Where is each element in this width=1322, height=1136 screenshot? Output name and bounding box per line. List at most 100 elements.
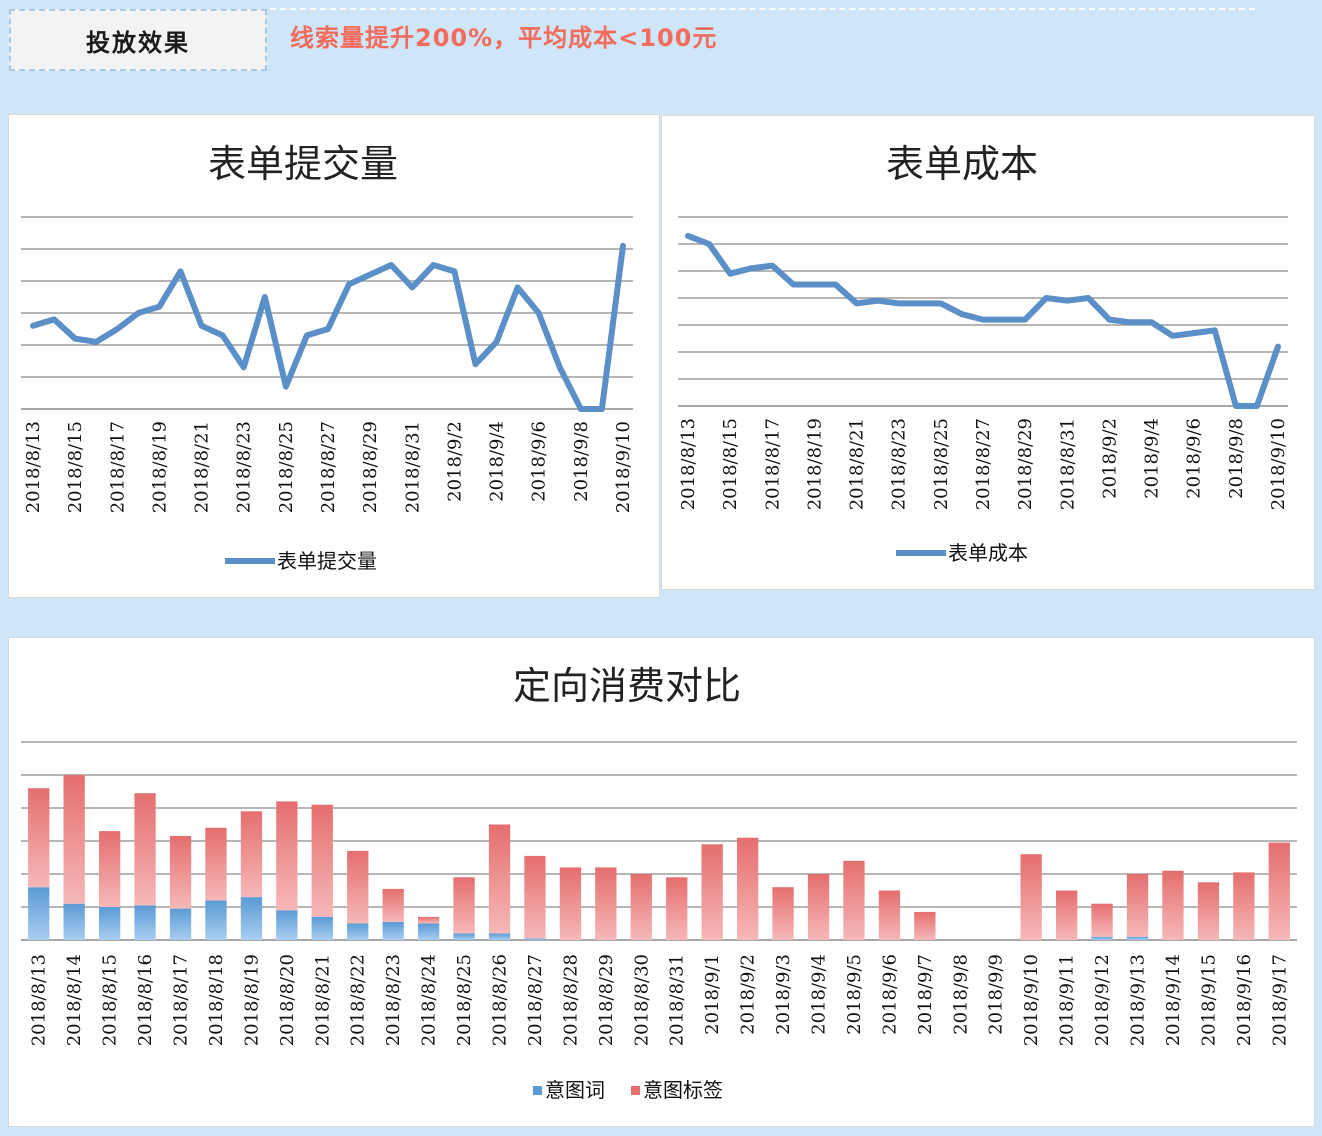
- submissions-data-point: [52, 317, 57, 322]
- cost-data-point: [1149, 320, 1154, 325]
- form-submissions-chart: 表单提交量 2018/8/13 2018/8/15 2018/8/17 2018/8/1…: [8, 114, 660, 598]
- spend-bar-intent-tag: [1056, 890, 1078, 940]
- spend-bar-intent-word: [488, 933, 511, 940]
- cost-x-tick-label: 2018/8/21: [847, 418, 868, 510]
- spend-bar-intent-word: [524, 938, 546, 940]
- spend-x-tick-label: 2018/8/20: [277, 954, 298, 1046]
- spend-x-tick-label: 2018/9/6: [879, 954, 900, 1035]
- submissions-data-point: [389, 263, 394, 267]
- spend-legend-swatch: [533, 1086, 542, 1095]
- cost-data-point: [1212, 328, 1217, 333]
- spend-bar-intent-tag: [559, 867, 582, 940]
- spend-x-tick-label: 2018/8/14: [64, 954, 85, 1046]
- submissions-x-tick-label: 2018/8/31: [402, 421, 423, 513]
- spend-bar-intent-tag: [488, 824, 511, 934]
- spend-bar-intent-tag: [843, 860, 865, 940]
- spend-bar-intent-tag: [914, 911, 936, 940]
- spend-bar-intent-tag: [1091, 903, 1113, 937]
- spend-bar-intent-tag: [276, 801, 298, 911]
- cost-data-point: [686, 233, 690, 238]
- submissions-x-tick-label: 2018/9/4: [487, 421, 508, 502]
- spend-x-tick-label: 2018/8/18: [206, 954, 227, 1046]
- submissions-x-tick-label: 2018/8/29: [360, 421, 381, 513]
- spend-x-tick-label: 2018/9/2: [738, 954, 759, 1035]
- spend-x-tick-label: 2018/8/25: [454, 954, 475, 1046]
- spend-bar-intent-tag: [205, 827, 227, 901]
- submissions-data-point: [94, 339, 99, 344]
- cost-data-point: [1002, 317, 1007, 322]
- cost-data-point: [1044, 296, 1049, 300]
- submissions-legend-label: 表单提交量: [277, 549, 377, 573]
- cost-data-point: [1065, 298, 1070, 303]
- spend-bar-intent-tag: [807, 874, 830, 940]
- cost-data-point: [770, 263, 775, 268]
- spend-bar-intent-tag: [737, 837, 759, 940]
- submissions-x-tick-label: 2018/8/17: [107, 421, 128, 513]
- submissions-x-tick-label: 2018/8/25: [276, 421, 297, 513]
- form-cost-chart: 表单成本 2018/8/13 2018/8/15 2018/8/17 2018/8/19…: [661, 115, 1315, 590]
- spend-bar-intent-tag: [99, 831, 121, 907]
- cost-data-point: [812, 282, 817, 287]
- spend-bar-intent-tag: [169, 836, 192, 909]
- spend-bar-intent-tag: [772, 887, 794, 940]
- cost-x-tick-label: 2018/9/4: [1142, 418, 1163, 499]
- submissions-x-tick-label: 2018/8/23: [234, 421, 255, 513]
- cost-x-tick-label: 2018/8/31: [1057, 418, 1078, 510]
- targeting-spend-chart: 定向消费对比 2018/8/13 2018/8/14 2018/8/15 2018/8/…: [8, 637, 1315, 1127]
- form-submissions-chart-svg: 表单提交量 2018/8/13 2018/8/15 2018/8/17 2018/8/1…: [21, 142, 634, 573]
- spend-x-tick-label: 2018/8/23: [383, 954, 404, 1046]
- spend-bar-intent-tag: [595, 867, 617, 940]
- spend-legend-label: 意图词: [545, 1078, 605, 1102]
- spend-bar-intent-tag: [524, 855, 546, 939]
- submissions-data-point: [73, 336, 78, 341]
- spend-x-tick-label: 2018/8/22: [348, 954, 369, 1046]
- spend-x-tick-label: 2018/9/14: [1163, 954, 1184, 1046]
- section-tag: 投放效果: [9, 9, 267, 71]
- cost-data-point: [1107, 317, 1112, 322]
- cost-x-tick-label: 2018/9/10: [1268, 418, 1289, 510]
- submissions-data-point: [347, 282, 352, 287]
- submissions-data-point: [31, 323, 35, 328]
- cost-data-point: [1191, 331, 1196, 336]
- spend-bar-intent-word: [276, 910, 298, 940]
- submissions-data-point: [241, 365, 246, 370]
- spend-x-tick-label: 2018/9/15: [1198, 954, 1219, 1046]
- cost-data-point: [1128, 320, 1133, 325]
- submissions-data-point: [178, 269, 183, 274]
- targeting-spend-chart-svg: 定向消费对比 2018/8/13 2018/8/14 2018/8/15 2018/8/…: [21, 664, 1297, 1102]
- submissions-data-point: [578, 407, 583, 411]
- submissions-data-point: [326, 327, 330, 331]
- cost-x-tick-label: 2018/8/23: [889, 418, 910, 510]
- submissions-data-point: [157, 304, 162, 309]
- spend-bar-intent-word: [134, 905, 156, 941]
- cost-x-tick-label: 2018/9/2: [1099, 418, 1120, 499]
- spend-bar-intent-word: [1126, 936, 1149, 940]
- spend-bar-intent-tag: [1020, 854, 1042, 940]
- cost-data-point: [917, 301, 922, 306]
- spend-bar-intent-word: [28, 887, 50, 940]
- spend-x-tick-label: 2018/8/29: [596, 954, 617, 1046]
- spend-bar-intent-tag: [666, 877, 688, 940]
- spend-x-tick-label: 2018/8/15: [100, 954, 121, 1046]
- submissions-x-tick-label: 2018/8/19: [149, 421, 170, 513]
- spend-x-tick-label: 2018/8/28: [560, 954, 581, 1046]
- spend-x-tick-label: 2018/9/9: [986, 954, 1007, 1035]
- spend-bar-intent-tag: [1126, 874, 1149, 937]
- submissions-data-point: [536, 311, 541, 315]
- submissions-x-tick-label: 2018/9/6: [529, 421, 550, 502]
- cost-data-point: [1233, 404, 1238, 408]
- submissions-x-tick-label: 2018/8/15: [65, 421, 86, 513]
- cost-data-point: [875, 298, 880, 303]
- spend-bar-intent-tag: [134, 793, 156, 906]
- spend-bar-intent-tag: [1197, 882, 1220, 941]
- spend-x-tick-label: 2018/8/16: [135, 954, 156, 1046]
- cost-legend-label: 表单成本: [948, 541, 1028, 565]
- submissions-data-point: [199, 323, 204, 328]
- spend-x-tick-label: 2018/9/7: [915, 954, 936, 1035]
- spend-bar-intent-tag: [63, 775, 85, 904]
- submissions-x-tick-label: 2018/9/2: [444, 421, 465, 502]
- submissions-x-tick-label: 2018/8/21: [192, 421, 213, 513]
- spend-x-tick-label: 2018/9/5: [844, 954, 865, 1035]
- cost-x-tick-label: 2018/9/6: [1184, 418, 1205, 499]
- submissions-data-point: [283, 384, 288, 389]
